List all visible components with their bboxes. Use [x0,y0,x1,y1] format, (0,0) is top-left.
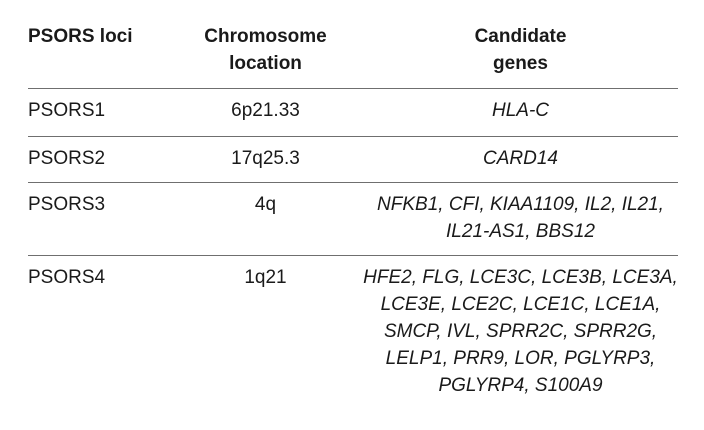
genes-cell: HLA-C [491,100,549,121]
location-cell: 4q [254,194,277,215]
locus-cell: PSORS1 [28,100,106,121]
genes-cell: CARD14 [483,148,558,169]
location-cell: 6p21.33 [231,100,300,121]
genes-cell: HFE2, FLG, LCE3C, LCE3B, LCE3A, LCE3E, L… [363,267,678,396]
locus-cell: PSORS3 [28,194,106,215]
locus-cell: PSORS4 [28,267,106,288]
location-cell: 1q21 [244,267,287,288]
psors-loci-table: PSORS loci Chromosome location Candidate… [28,18,678,421]
locus-cell: PSORS2 [28,148,106,169]
table-header-row: PSORS loci Chromosome location Candidate… [28,18,678,89]
table-row: PSORS2 17q25.3 CARD14 [28,137,678,183]
table-row: PSORS4 1q21 HFE2, FLG, LCE3C, LCE3B, LCE… [28,256,678,421]
table-row: PSORS3 4q NFKB1, CFI, KIAA1109, IL2, IL2… [28,183,678,256]
header-psors-loci: PSORS loci [28,26,133,47]
header-chromosome-location: Chromosome location [204,26,327,74]
table-row: PSORS1 6p21.33 HLA-C [28,89,678,137]
location-cell: 17q25.3 [231,148,300,169]
header-candidate-genes: Candidate genes [474,26,567,74]
genes-cell: NFKB1, CFI, KIAA1109, IL2, IL21, IL21-AS… [377,194,664,242]
